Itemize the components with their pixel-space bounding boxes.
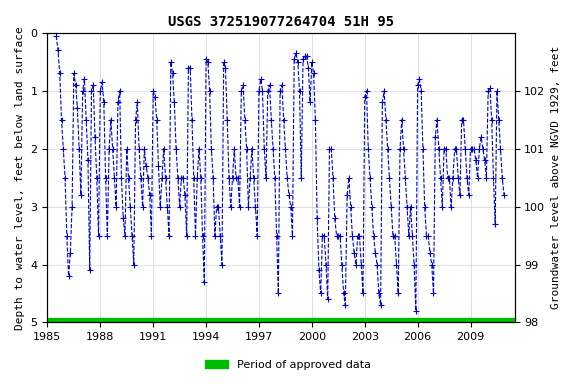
Legend: Period of approved data: Period of approved data	[201, 356, 375, 375]
Y-axis label: Depth to water level, feet below land surface: Depth to water level, feet below land su…	[15, 26, 25, 329]
Title: USGS 372519077264704 51H 95: USGS 372519077264704 51H 95	[168, 15, 394, 29]
Y-axis label: Groundwater level above NGVD 1929, feet: Groundwater level above NGVD 1929, feet	[551, 46, 561, 309]
